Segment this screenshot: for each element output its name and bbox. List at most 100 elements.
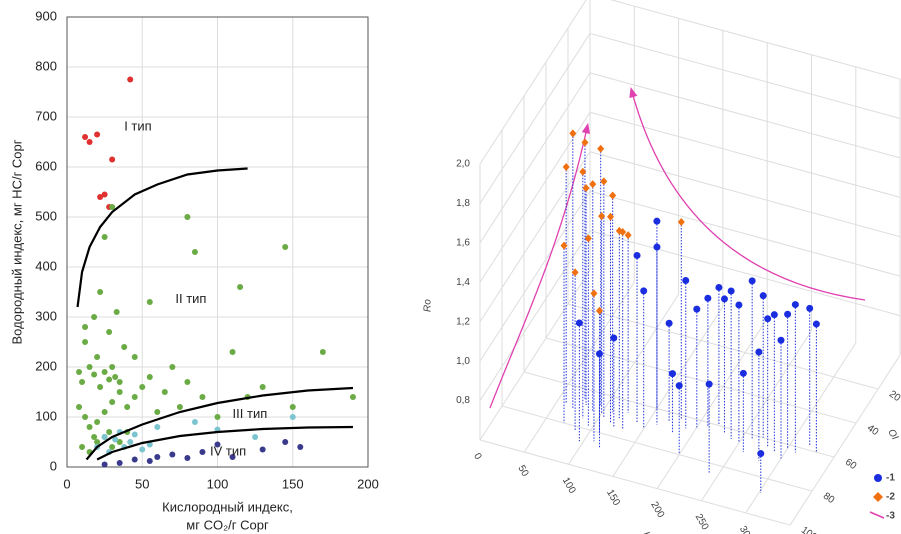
point bbox=[82, 414, 89, 420]
point bbox=[259, 384, 266, 390]
point bbox=[184, 379, 191, 385]
point bbox=[82, 324, 89, 330]
point bbox=[169, 451, 176, 458]
type-annotation: III тип bbox=[233, 406, 268, 421]
point bbox=[668, 370, 676, 378]
y-tick-label: 900 bbox=[35, 8, 57, 23]
point bbox=[237, 284, 244, 290]
x-tick-label: 200 bbox=[648, 500, 666, 520]
point bbox=[101, 369, 108, 375]
type-annotation: IV тип bbox=[210, 443, 246, 458]
z-tick-label: 0,8 bbox=[456, 395, 470, 406]
point bbox=[109, 156, 116, 163]
legend-marker bbox=[874, 474, 882, 482]
point bbox=[121, 344, 128, 350]
point bbox=[106, 329, 113, 335]
point bbox=[735, 301, 743, 309]
point bbox=[806, 304, 814, 312]
point bbox=[624, 231, 632, 240]
y-tick-label: 80 bbox=[821, 491, 837, 507]
point bbox=[91, 314, 98, 320]
point bbox=[131, 456, 138, 463]
point bbox=[176, 404, 183, 410]
y-tick-label: 800 bbox=[35, 58, 57, 73]
point bbox=[665, 319, 673, 327]
type-annotation: I тип bbox=[124, 118, 151, 133]
grid-line bbox=[479, 0, 587, 165]
point bbox=[101, 434, 108, 440]
z-tick-label: 1,6 bbox=[456, 237, 470, 248]
grid-line bbox=[745, 342, 857, 514]
point bbox=[575, 319, 583, 327]
z-tick-label: 1,8 bbox=[456, 198, 470, 209]
x-tick-label: 50 bbox=[515, 463, 530, 479]
point bbox=[349, 394, 356, 400]
point bbox=[97, 289, 104, 295]
point bbox=[154, 424, 161, 430]
point bbox=[569, 129, 577, 138]
type-boundary bbox=[96, 425, 353, 461]
z-tick-label: 1,2 bbox=[456, 316, 470, 327]
point bbox=[94, 419, 101, 425]
point bbox=[764, 315, 772, 323]
x-tick-label: 150 bbox=[604, 488, 622, 508]
grid-line bbox=[589, 190, 901, 277]
point bbox=[653, 243, 661, 251]
y-tick-label: 100 bbox=[799, 525, 819, 534]
point bbox=[94, 439, 101, 445]
point bbox=[82, 339, 89, 345]
point bbox=[705, 380, 713, 388]
plot-frame bbox=[66, 16, 369, 468]
point bbox=[112, 374, 119, 380]
point bbox=[596, 306, 604, 315]
point bbox=[739, 369, 747, 377]
point bbox=[91, 434, 98, 440]
point bbox=[97, 194, 104, 200]
point bbox=[229, 454, 236, 460]
point bbox=[146, 299, 153, 305]
point bbox=[94, 354, 101, 360]
point bbox=[229, 349, 236, 355]
x-axis-label: HI bbox=[640, 530, 655, 534]
point bbox=[633, 251, 641, 259]
point bbox=[560, 241, 568, 250]
point bbox=[282, 244, 289, 250]
grid-line bbox=[567, 303, 879, 390]
legend-marker bbox=[873, 492, 883, 502]
point bbox=[106, 376, 113, 383]
point bbox=[606, 212, 614, 221]
y-tick-label: 20 bbox=[887, 389, 901, 405]
point bbox=[715, 283, 723, 291]
point bbox=[184, 455, 191, 461]
type-boundary bbox=[76, 167, 248, 308]
point bbox=[116, 439, 123, 445]
point bbox=[791, 301, 799, 309]
point bbox=[184, 214, 191, 220]
point bbox=[109, 204, 116, 210]
grid-line bbox=[609, 0, 901, 80]
grid-line bbox=[479, 151, 591, 322]
y-tick-label: 600 bbox=[35, 158, 57, 173]
point bbox=[76, 369, 83, 375]
point bbox=[289, 404, 296, 410]
point bbox=[101, 234, 108, 240]
point bbox=[127, 439, 134, 445]
point bbox=[590, 289, 598, 298]
point bbox=[755, 348, 763, 356]
point bbox=[116, 379, 123, 385]
type-boundary bbox=[85, 386, 354, 461]
y-tick-label: 500 bbox=[35, 208, 57, 223]
grid-line bbox=[589, 111, 901, 198]
point bbox=[677, 217, 685, 226]
point bbox=[146, 441, 153, 448]
trend-curve bbox=[489, 122, 590, 409]
legend-marker bbox=[869, 511, 885, 519]
grid-line bbox=[589, 151, 901, 238]
point bbox=[116, 460, 123, 466]
point bbox=[727, 287, 735, 295]
point bbox=[653, 217, 661, 225]
point bbox=[139, 446, 146, 453]
point bbox=[214, 414, 221, 420]
point bbox=[191, 249, 198, 255]
point bbox=[598, 212, 606, 221]
